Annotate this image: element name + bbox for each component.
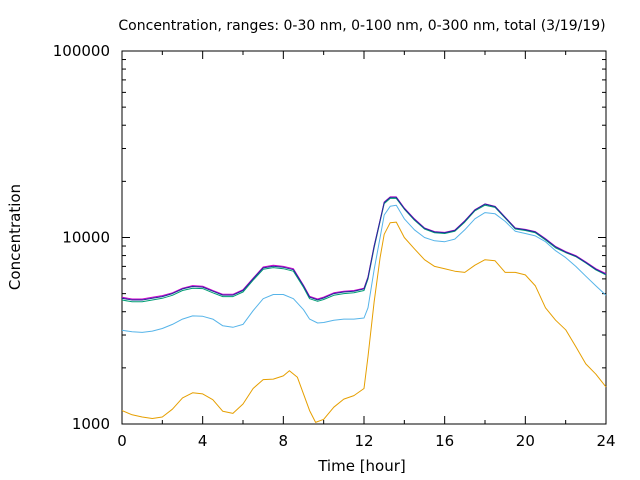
y-tick-label: 10000 [62, 229, 110, 247]
series-line-5 [121, 196, 607, 301]
y-axis-label: Concentration [6, 184, 24, 290]
series-line-1 [121, 221, 607, 423]
x-axis-label: Time [hour] [317, 457, 406, 475]
plot-area [121, 196, 607, 423]
plot-frame [121, 50, 607, 425]
y-tick-label: 1000 [72, 415, 110, 433]
y-axis: 1000 10000 100000 [53, 42, 606, 433]
chart-title: Concentration, ranges: 0-30 nm, 0-100 nm… [118, 18, 605, 34]
x-axis: 0 4 8 12 16 20 24 [117, 51, 616, 450]
x-tick-label: 12 [354, 432, 373, 450]
x-tick-label: 4 [198, 432, 208, 450]
x-tick-label: 16 [435, 432, 454, 450]
x-tick-label: 8 [279, 432, 289, 450]
series-line-2 [121, 204, 607, 333]
x-tick-label: 20 [516, 432, 535, 450]
x-tick-label: 0 [117, 432, 127, 450]
x-tick-label: 24 [596, 432, 615, 450]
y-tick-label: 100000 [53, 42, 110, 60]
